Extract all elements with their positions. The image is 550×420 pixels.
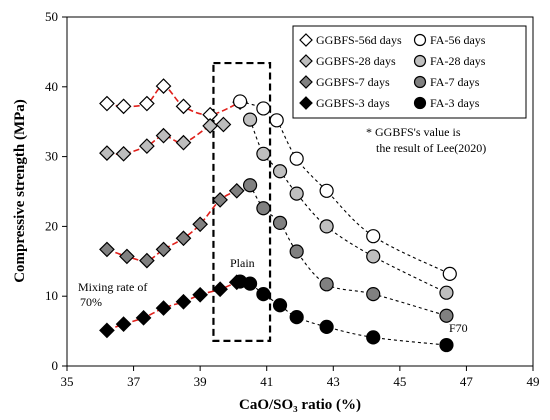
point-fa-28-days	[256, 146, 271, 161]
point-ggbfs-28-days	[115, 145, 132, 162]
point-ggbfs-7-days	[192, 216, 208, 233]
legend-marker	[299, 54, 313, 68]
point-ggbfs-28-days	[139, 138, 155, 154]
point-ggbfs-7-days	[139, 252, 155, 269]
point-fa-7-days	[289, 244, 304, 259]
point-fa-3-days	[242, 276, 258, 291]
point-ggbfs-56d-days	[175, 98, 192, 115]
y-tick-label: 40	[45, 79, 58, 94]
point-ggbfs-56d-days	[115, 98, 132, 115]
point-fa-7-days	[366, 287, 381, 302]
point-ggbfs-28-days	[202, 118, 218, 134]
x-tick-label: 45	[393, 374, 406, 389]
point-fa-56-days	[442, 266, 457, 281]
point-fa-7-days	[439, 308, 454, 323]
x-tick-label: 43	[327, 374, 340, 389]
point-ggbfs-7-days	[155, 241, 172, 258]
legend: GGBFS-56d days GGBFS-28 days GGBFS-7 days G…	[292, 25, 527, 119]
point-fa-3-days	[256, 287, 271, 302]
x-tick-label: 37	[127, 374, 141, 389]
x-tick-label: 41	[260, 374, 273, 389]
legend-marker	[413, 75, 427, 89]
point-fa-7-days	[256, 201, 271, 216]
x-tick-label: 47	[460, 374, 474, 389]
point-ggbfs-28-days	[155, 127, 172, 144]
point-fa-56-days	[232, 94, 248, 109]
legend-marker	[413, 33, 427, 47]
legend-label: GGBFS-3 days	[316, 96, 390, 110]
point-ggbfs-56d-days	[99, 95, 115, 112]
reference-note: * GGBFS's value is the result of Lee(2020…	[366, 125, 486, 155]
point-fa-28-days	[366, 249, 381, 264]
plain-region-box	[212, 61, 272, 342]
point-ggbfs-28-days	[99, 145, 115, 161]
point-fa-7-days	[319, 277, 334, 292]
point-ggbfs-3-days	[175, 293, 192, 310]
plain-region-group	[212, 61, 272, 342]
point-ggbfs-3-days	[155, 300, 172, 316]
point-fa-3-days	[439, 337, 454, 353]
legend-label: FA-3 days	[430, 96, 480, 110]
point-fa-28-days	[272, 164, 288, 179]
x-tick-label: 35	[61, 374, 74, 389]
point-fa-56-days	[256, 101, 271, 116]
y-axis-ticks: 0 10 20 30 40 50	[45, 9, 67, 373]
point-ggbfs-7-days	[175, 230, 192, 247]
f70-label: F70	[449, 321, 468, 335]
point-fa-7-days	[272, 215, 288, 231]
legend-marker	[299, 75, 313, 89]
point-fa-28-days	[439, 285, 454, 300]
point-fa-56-days	[269, 113, 284, 128]
point-fa-3-days	[289, 310, 304, 325]
point-fa-56-days	[319, 183, 334, 198]
y-tick-label: 10	[45, 288, 58, 303]
x-tick-label: 49	[527, 374, 540, 389]
x-axis-ticks: 35 37 39 41 43 45 47 49	[61, 366, 540, 389]
point-ggbfs-28-days	[175, 134, 192, 151]
point-ggbfs-3-days	[192, 286, 208, 303]
point-ggbfs-56d-days	[155, 78, 172, 94]
legend-label: GGBFS-56d days	[316, 33, 402, 47]
point-ggbfs-3-days	[115, 316, 132, 332]
legend-label: FA-28 days	[430, 54, 486, 68]
data-points	[99, 78, 457, 353]
y-axis-title: Compressive strength (MPa)	[12, 99, 28, 283]
point-ggbfs-3-days	[135, 309, 152, 326]
point-fa-28-days	[289, 186, 304, 201]
legend-marker	[413, 96, 427, 110]
point-fa-3-days	[319, 319, 334, 335]
x-tick-label: 39	[194, 374, 207, 389]
legend-marker	[299, 96, 313, 110]
point-ggbfs-56d-days	[139, 95, 155, 112]
y-tick-label: 0	[52, 358, 59, 373]
legend-label: FA-7 days	[430, 75, 480, 89]
legend-label: FA-56 days	[430, 33, 486, 47]
point-ggbfs-7-days	[119, 248, 135, 265]
y-tick-label: 20	[45, 218, 58, 233]
point-fa-56-days	[289, 151, 304, 166]
point-ggbfs-7-days	[228, 182, 245, 199]
y-tick-label: 30	[45, 149, 58, 164]
point-fa-7-days	[242, 178, 258, 193]
legend-box	[292, 25, 527, 119]
point-ggbfs-3-days	[99, 322, 115, 339]
point-ggbfs-3-days	[212, 281, 228, 298]
point-fa-56-days	[366, 229, 381, 244]
legend-marker	[299, 33, 313, 47]
point-ggbfs-7-days	[99, 241, 115, 258]
point-fa-28-days	[319, 219, 334, 234]
plain-label: Plain	[230, 256, 255, 270]
point-ggbfs-28-days	[215, 116, 232, 133]
point-ggbfs-7-days	[212, 192, 228, 208]
legend-label: GGBFS-7 days	[316, 75, 390, 89]
x-axis-title: CaO/SO₃ ratio (%)	[239, 397, 361, 413]
point-fa-28-days	[242, 112, 258, 127]
y-tick-label: 50	[45, 9, 58, 24]
mixing-rate-label: Mixing rate of 70%	[78, 280, 147, 309]
point-fa-3-days	[272, 298, 288, 313]
legend-marker	[413, 54, 427, 68]
legend-label: GGBFS-28 days	[316, 54, 396, 68]
point-fa-3-days	[366, 330, 381, 345]
